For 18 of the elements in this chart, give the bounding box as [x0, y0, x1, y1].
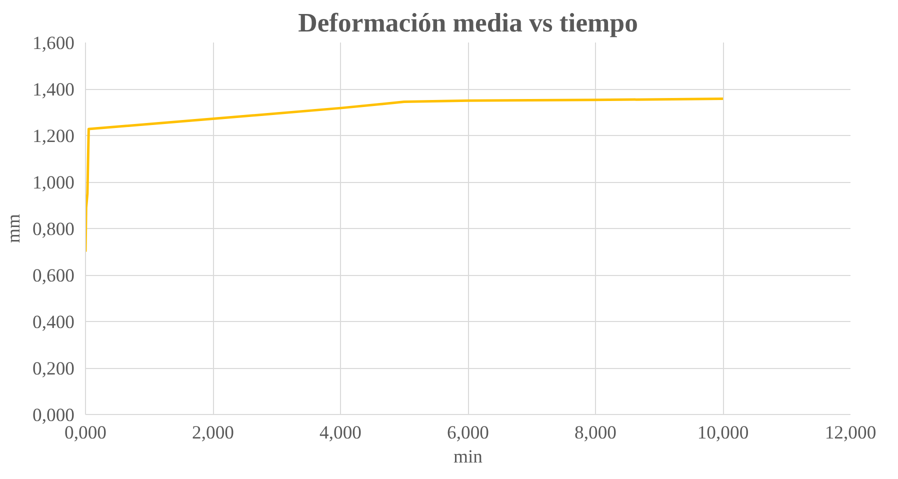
y-axis-title: mm	[4, 214, 25, 244]
y-tick-label: 1,400	[32, 80, 75, 100]
x-tick-label: 6,000	[447, 422, 489, 444]
y-tick-label: 0,200	[32, 358, 75, 380]
y-tick-label: 0,800	[32, 219, 75, 240]
x-tick-label: 8,000	[574, 422, 616, 444]
chart-title: Deformación media vs tiempo	[298, 8, 638, 38]
x-tick-label: 2,000	[192, 422, 234, 444]
line-series	[86, 98, 724, 253]
x-axis-title: min	[453, 446, 484, 468]
y-tick-label: 1,600	[32, 33, 75, 54]
y-tick-label: 0,600	[32, 266, 75, 286]
y-tick-label: 1,000	[32, 172, 75, 194]
x-tick-label: 10,000	[697, 422, 749, 444]
y-tick-label: 0,400	[32, 312, 75, 333]
y-tick-label: 1,200	[32, 126, 75, 147]
x-tick-label: 4,000	[320, 422, 362, 444]
x-tick-label: 12,000	[824, 422, 876, 444]
